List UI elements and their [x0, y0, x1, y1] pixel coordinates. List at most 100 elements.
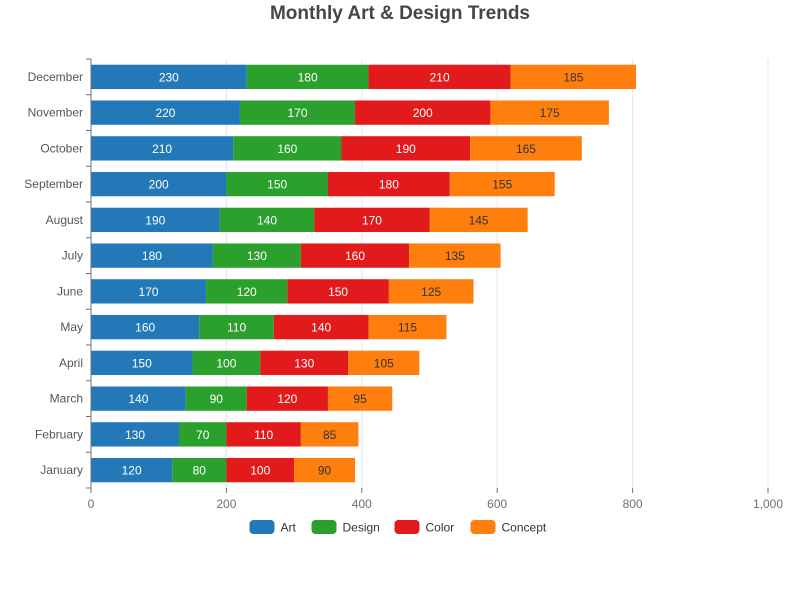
data-label: 105 [374, 356, 394, 370]
bar-segment-design [206, 279, 288, 304]
bar-segment-concept [348, 350, 420, 376]
data-label: 230 [159, 70, 179, 84]
category-label: April [59, 356, 83, 370]
bar-segment-concept [327, 386, 393, 411]
bar-segment-design [233, 136, 342, 161]
bars: 120 80 100 90 130 70 110 85 140 90 120 95 150 100 130 1… [91, 64, 636, 483]
bar-segment-art [91, 243, 213, 268]
bar-segment-design [199, 314, 274, 340]
grid-lines [225, 59, 769, 488]
x-tick-label: 800 [623, 497, 643, 511]
legend-label: Color [426, 521, 455, 535]
data-label: 175 [540, 106, 560, 120]
data-label: 80 [193, 464, 207, 478]
x-tick-label: 0 [88, 497, 95, 511]
category-label: August [46, 213, 84, 227]
bar-segment-art [91, 279, 207, 304]
data-label: 210 [152, 142, 172, 156]
data-label: 95 [353, 392, 367, 406]
bar-segment-color [327, 171, 450, 197]
category-label: May [60, 320, 83, 334]
data-label: 150 [132, 356, 152, 370]
data-label: 130 [294, 356, 314, 370]
bar-segment-color [355, 100, 491, 125]
legend-swatch [394, 520, 420, 534]
data-label: 100 [216, 356, 236, 370]
bar-segment-color [260, 350, 349, 376]
bar-segment-design [185, 386, 247, 411]
bar-segment-concept [510, 64, 636, 90]
data-label: 165 [516, 142, 536, 156]
bar-segment-art [91, 457, 173, 483]
data-label: 200 [149, 178, 169, 192]
data-label: 160 [135, 321, 155, 335]
data-label: 70 [196, 428, 210, 442]
data-label: 160 [345, 249, 365, 263]
data-label: 150 [328, 285, 348, 299]
bar-segment-design [172, 457, 227, 483]
category-label: November [28, 106, 83, 120]
legend-label: Art [281, 521, 297, 535]
category-label: December [28, 70, 83, 84]
bar-segment-art [91, 386, 186, 411]
legend-item-design[interactable]: Design [311, 520, 380, 535]
data-label: 170 [287, 106, 307, 120]
bar-segment-concept [470, 136, 582, 161]
data-label: 130 [247, 249, 267, 263]
bar-segment-concept [294, 457, 356, 483]
bar-segment-art [91, 64, 247, 90]
chart-title: Monthly Art & Design Trends [269, 3, 531, 24]
data-label: 140 [128, 392, 148, 406]
data-label: 115 [398, 321, 417, 335]
x-tick-label: 600 [487, 497, 507, 511]
bar-segment-design [226, 171, 328, 197]
legend-item-concept[interactable]: Concept [470, 520, 547, 535]
data-label: 125 [421, 285, 441, 299]
bar-segment-art [91, 422, 180, 447]
bar-segment-color [368, 64, 511, 90]
bar-segment-color [314, 207, 430, 233]
legend-swatch [249, 520, 275, 534]
data-label: 100 [250, 464, 270, 478]
data-label: 220 [155, 106, 175, 120]
legend: Art Design Color Concept [249, 520, 547, 535]
bar-segment-concept [449, 171, 555, 197]
data-label: 155 [492, 178, 512, 192]
bar-segment-art [91, 314, 200, 340]
data-label: 210 [430, 70, 450, 84]
legend-swatch [311, 520, 337, 534]
bar-segment-design [246, 64, 369, 90]
legend-item-art[interactable]: Art [249, 520, 297, 535]
category-label: June [57, 284, 83, 298]
bar-segment-art [91, 100, 240, 125]
legend-item-color[interactable]: Color [394, 520, 455, 535]
data-label: 90 [318, 464, 332, 478]
bar-segment-art [91, 171, 227, 197]
bar-segment-color [226, 457, 295, 483]
bar-segment-art [91, 350, 193, 376]
data-label: 120 [277, 392, 297, 406]
legend-swatch [470, 520, 496, 534]
data-label: 110 [254, 428, 273, 442]
x-tick-label: 1,000 [753, 497, 783, 511]
bar-segment-color [273, 314, 369, 340]
category-label: July [62, 249, 83, 263]
bar-segment-color [341, 136, 471, 161]
bar-segment-concept [409, 243, 501, 268]
bar-segment-art [91, 207, 220, 233]
bar-segment-design [192, 350, 261, 376]
bar-segment-design [239, 100, 356, 125]
bar-segment-art [91, 136, 234, 161]
category-label: February [35, 427, 83, 441]
axes: 0 200 400 600 800 1,000 January February March Ap… [24, 58, 783, 511]
bar-segment-concept [429, 207, 528, 233]
category-label: January [40, 463, 83, 477]
bar-segment-color [287, 279, 389, 304]
bar-segment-concept [490, 100, 609, 125]
bar-segment-color [246, 386, 328, 411]
data-label: 120 [237, 285, 257, 299]
bar-segment-concept [300, 422, 359, 447]
category-label: March [50, 392, 83, 406]
data-label: 180 [142, 249, 162, 263]
